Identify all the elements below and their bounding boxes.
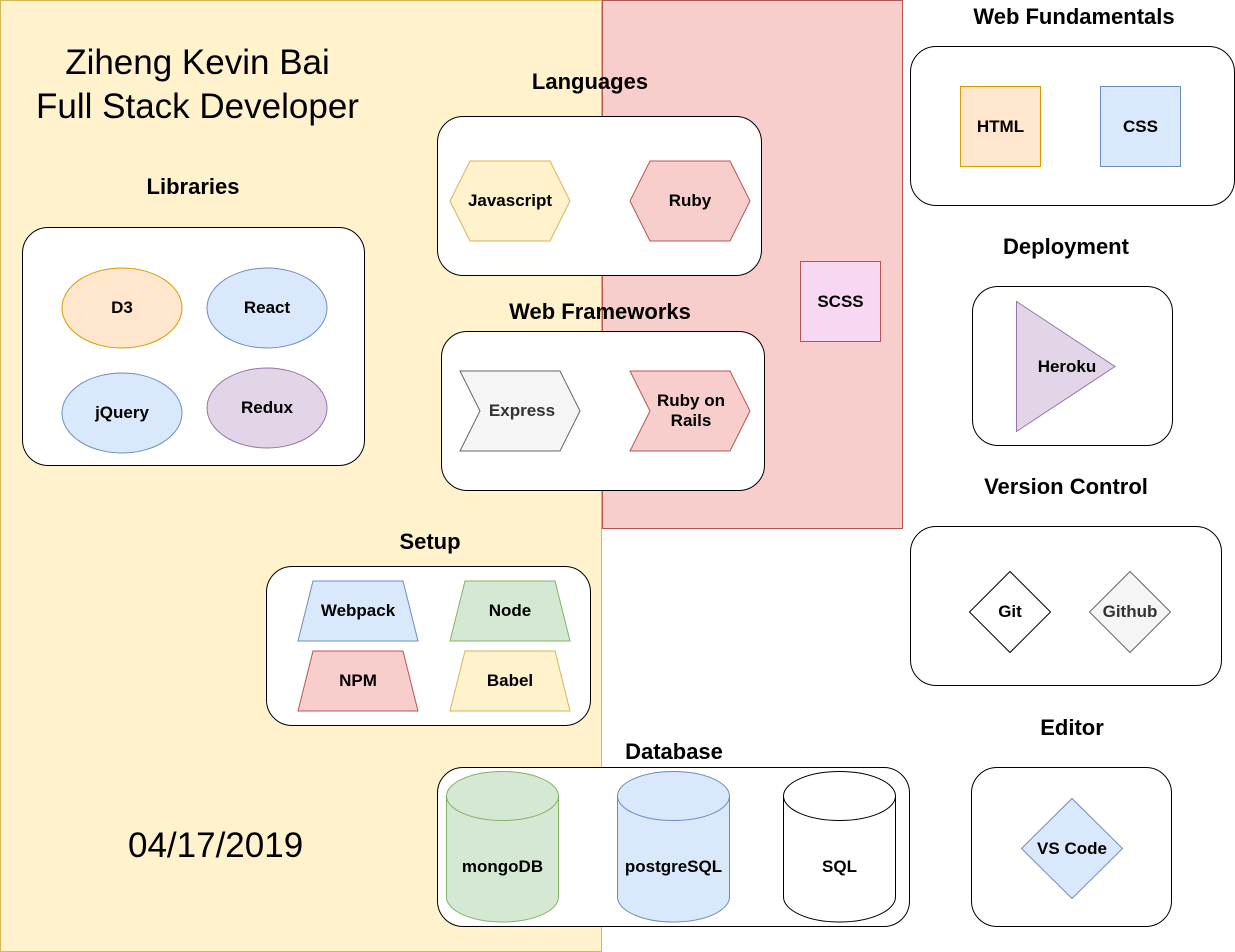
d3-node[interactable] [61,267,183,349]
sql-node[interactable] [783,771,896,923]
ruby-node[interactable] [629,160,751,242]
node-node[interactable] [449,580,571,642]
postgresql-node[interactable] [617,771,730,923]
npm-node[interactable] [297,650,419,712]
date-label: 04/17/2019 [128,826,304,865]
deployment-heading: Deployment [1003,234,1129,259]
javascript-node[interactable] [449,160,571,242]
heroku-node[interactable] [1016,300,1116,433]
html-node[interactable] [960,86,1041,167]
database-heading: Database [625,739,723,764]
libraries-heading: Libraries [146,174,240,199]
version-control-heading: Version Control [984,474,1148,499]
github-node[interactable] [1088,570,1172,654]
author-role: Full Stack Developer [36,87,359,126]
git-node[interactable] [968,570,1052,654]
setup-heading: Setup [399,529,461,554]
redux-node[interactable] [206,367,328,449]
scss-node[interactable] [800,261,881,342]
mongodb-node[interactable] [446,771,559,923]
jquery-node[interactable] [61,372,183,454]
languages-heading: Languages [531,69,649,94]
react-node[interactable] [206,267,328,349]
vs-code-node[interactable] [1020,797,1124,900]
babel-node[interactable] [449,650,571,712]
ruby-on-rails-node[interactable] [629,370,751,452]
css-node[interactable] [1100,86,1181,167]
web-fundamentals-container [910,46,1235,206]
editor-heading: Editor [1040,715,1104,740]
express-node[interactable] [459,370,581,452]
version-control-container [910,526,1222,686]
author-name: Ziheng Kevin Bai [65,43,330,82]
webpack-node[interactable] [297,580,419,642]
web-fundamentals-heading: Web Fundamentals [973,4,1175,29]
web-frameworks-heading: Web Frameworks [509,299,691,324]
